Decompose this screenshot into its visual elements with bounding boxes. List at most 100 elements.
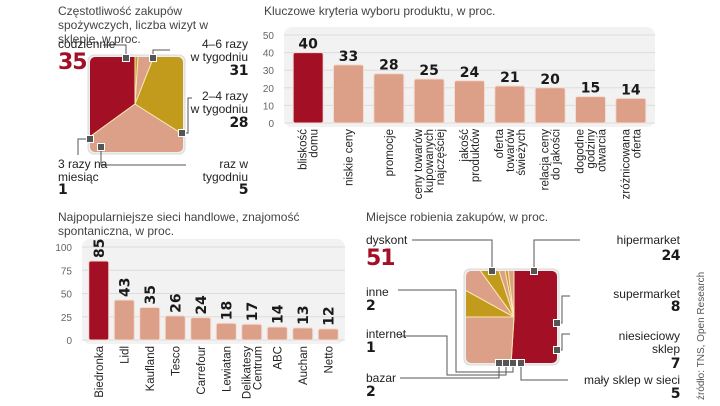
pie2-value-supermarket: 8 (670, 299, 681, 315)
bar1-ytick-label: 50 (263, 31, 275, 42)
bar2-category-label: Auchan (298, 346, 310, 385)
pie2-label-hipermarket: hipermarket (616, 233, 680, 247)
bar1-bar (373, 73, 405, 124)
bar1-category-label: najczęściej (435, 129, 447, 185)
pie1-value-3-razy: 1 (58, 182, 68, 198)
bar2-ytick-label: 100 (55, 243, 72, 254)
leader-marker (495, 359, 503, 367)
bar1-category-label: ceny towarów (413, 128, 425, 199)
leader-marker (502, 359, 510, 367)
bar1-category-label: dogodne (575, 129, 587, 174)
leader-line (100, 147, 186, 166)
bar2-bar (317, 328, 339, 341)
bar1-category-label: godziny (586, 129, 598, 169)
bar1-category-label: do jakości (551, 129, 563, 180)
bar1-category-label: kupowanych (424, 129, 436, 193)
leader-marker (97, 143, 105, 151)
bar1-value-label: 40 (298, 37, 318, 53)
pie1-label-raz: raz w tygodniu (202, 157, 248, 184)
bar2-bar (190, 317, 212, 341)
bar1-category-label: towarów (505, 128, 517, 172)
leader-line (412, 239, 493, 271)
bar1-bar (534, 87, 566, 124)
leader-marker (553, 319, 561, 327)
pie2-slice (466, 271, 515, 318)
pie2-label-supermarket: supermarket (613, 287, 680, 301)
bar1-bar (413, 78, 445, 124)
bar1-ytick-label: 0 (268, 119, 274, 130)
pie2-label-bazar: bazar (366, 371, 397, 385)
bar1-category-label: produktów (470, 128, 482, 182)
bar2-category-label: Carrefour (196, 346, 208, 395)
leader-line (400, 363, 500, 379)
chart4-title: Miejsce robienia zakupów, w proc. (366, 210, 549, 224)
bar2-bar (292, 327, 314, 341)
bar1-category-label: domu (309, 129, 321, 158)
pie2-label-niesieciowy: niesieciowy sklep (618, 329, 680, 356)
bar2-bar (139, 306, 161, 341)
bar1-value-label: 21 (500, 70, 519, 86)
pie1-label-2-4: 2–4 razy w tygodniu (190, 89, 248, 116)
leader-marker (122, 54, 130, 62)
chart2-title: Kluczowe kryteria wyboru produktu, w pro… (264, 4, 496, 18)
bar2-ytick-label: 0 (66, 336, 72, 347)
bar2-ytick-label: 25 (61, 313, 73, 324)
leader-marker (509, 359, 517, 367)
pie2-slice (466, 271, 515, 318)
bar1-bar (575, 96, 606, 124)
leader-line (398, 289, 514, 373)
bar2-ytick-label: 75 (61, 266, 73, 277)
bar1-ytick-label: 30 (263, 66, 275, 77)
pie1-value-4-6: 31 (229, 63, 249, 79)
bar1-value-label: 14 (621, 82, 641, 98)
bar2-value-label: 35 (143, 285, 159, 304)
bar1-bar (615, 97, 647, 124)
leader-marker (517, 359, 525, 367)
bar1-bar (454, 80, 485, 124)
leader-marker (149, 54, 157, 62)
bar2-category-label: Tesco (170, 346, 182, 376)
pie2-value-dyskont: 51 (366, 246, 396, 271)
pie1-value-raz: 5 (238, 182, 249, 198)
bar2-category-label: Delikatesy (241, 346, 253, 399)
leader-marker (488, 267, 496, 275)
bar2-value-label: 24 (194, 295, 210, 315)
bar2-bar (241, 323, 263, 341)
leader-line (400, 335, 507, 376)
source-note: źródło: TNS, Open Research (696, 271, 707, 400)
bar2-value-label: 13 (296, 305, 312, 324)
bar1-category-label: relacja ceny (540, 129, 552, 191)
bar2-value-label: 18 (219, 301, 235, 320)
bar1-ytick-label: 10 (263, 101, 275, 112)
bar1-bar (292, 52, 324, 124)
pie1-label-4-6: 4–6 razy w tygodniu (190, 37, 248, 64)
bar2-category-label: Netto (323, 346, 335, 374)
bar2-bar (215, 322, 237, 341)
chart1-title: Częstotliwość zakupów spożywczych, liczb… (58, 4, 209, 46)
pie1-label-codziennie: codziennie (58, 37, 116, 51)
pie2-value-internet: 1 (366, 340, 376, 356)
bar2-value-label: 17 (245, 302, 261, 321)
bar1-category-label: bliskość (298, 129, 310, 170)
bar1-category-label: oferta (494, 128, 506, 158)
pie2-label-inne: inne (366, 285, 389, 299)
bar2-bar (113, 299, 135, 341)
leader-marker (530, 267, 538, 275)
pie2-slice (466, 271, 515, 318)
leader-marker (553, 346, 561, 354)
bar2-category-label: Lidl (119, 346, 131, 364)
bar1-ytick-label: 20 (263, 84, 275, 95)
bar1-category-label: zróżnicowana (620, 128, 632, 199)
bar1-category-label: promocje (384, 129, 396, 176)
leader-marker (86, 135, 94, 143)
bar1-ytick-label: 40 (263, 49, 275, 60)
bar1-value-label: 20 (540, 72, 560, 88)
pie1-label-3-razy: 3 razy na miesiąc (58, 157, 108, 184)
bar1-category-label: świeżych (516, 129, 528, 176)
bar2-value-label: 12 (321, 306, 337, 325)
bar2-bar (88, 260, 110, 341)
